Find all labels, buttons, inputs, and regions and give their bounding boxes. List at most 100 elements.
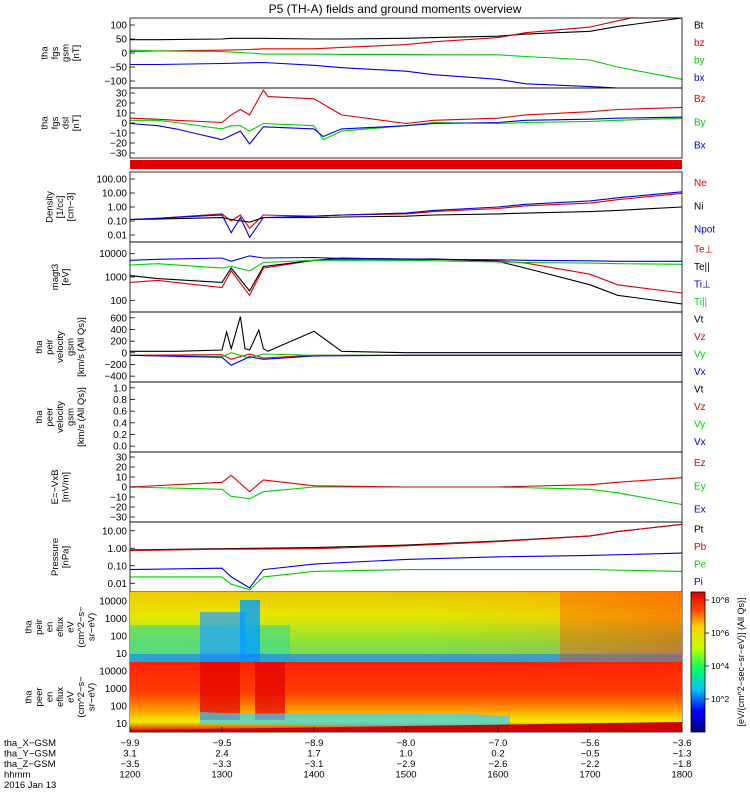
- y-axis-label: magt3[eV]: [50, 264, 72, 290]
- electron-spectrogram-image: [130, 662, 682, 732]
- colorbar-tick-label: 10^4: [711, 661, 729, 671]
- panel-3: 100.00 10.00 1.00 0.10 0.01 Density[1/cc][cm−…: [45, 171, 715, 243]
- series-line-By: [130, 117, 683, 141]
- ephemeris-value: −3.5: [121, 759, 140, 770]
- series-line-Ey: [129, 486, 683, 506]
- panel-frame: [129, 17, 683, 89]
- y-axis-label-line: tha: [34, 410, 45, 424]
- y-tick-label: −20: [110, 139, 127, 150]
- y-axis-label-line: en: [45, 622, 56, 633]
- y-axis-label-line: velocity: [55, 401, 66, 433]
- ephemeris-value: −8.0: [397, 738, 416, 749]
- y-tick-label: 10000: [99, 596, 127, 607]
- panel-4: 10000 1000 100 magt3[eV] Te⊥ Te|| Ti⊥ Ti||: [50, 241, 713, 313]
- panel-8: 10.00 1.00 0.10 0.01 Pressure[nPa] Pt Pb Pe Pi: [50, 521, 707, 593]
- legend-entry-Ey: Ey: [694, 481, 706, 492]
- series-line-Vx: [129, 354, 682, 366]
- ephemeris-value: 1.0: [399, 749, 412, 760]
- ephemeris-value: 1700: [579, 770, 600, 781]
- y-axis-label-line: [km/s (All Qs)]: [76, 317, 87, 377]
- y-tick-label: 10: [116, 109, 128, 120]
- y-axis-label-line: Density: [45, 191, 56, 223]
- mode-bar: [130, 160, 682, 169]
- legend-entry-Ti||: Ti||: [694, 297, 707, 308]
- x-axis-ephemeris: tha_X−GSM −9.9 −9.5 −8.9 −8.0 −7.0 −5.6 −3.6 tha…: [4, 727, 693, 791]
- y-tick-label: 0: [121, 119, 127, 130]
- ephemeris-value: −2.6: [489, 759, 508, 770]
- y-axis-label-line: Pressure: [50, 538, 61, 576]
- y-axis-label: thapeervelocitygsm[km/s (All Qs)]: [34, 387, 87, 447]
- ephemeris-label: tha_Y−GSM: [4, 749, 56, 760]
- legend-entry-Vx: Vx: [694, 367, 706, 378]
- y-tick-label: 1000: [105, 684, 128, 695]
- y-tick-label: 400: [110, 325, 127, 336]
- y-axis-label-line: [nT]: [71, 115, 82, 131]
- y-axis-label-line: tha: [34, 340, 45, 354]
- y-axis-label-line: [km/s (All Qs)]: [76, 387, 87, 447]
- y-tick-label: 10000: [99, 666, 127, 677]
- colorbar-tick-label: 10^8: [711, 595, 729, 605]
- y-axis-label-line: gsm: [66, 338, 77, 356]
- legend-entry-Bt: Bt: [694, 21, 704, 32]
- legend-entry-Npot: Npot: [694, 225, 715, 236]
- y-axis-label-line: [cm−3]: [66, 193, 77, 222]
- ephemeris-value: 1400: [303, 770, 324, 781]
- series-line-Te||: [129, 257, 683, 305]
- y-tick-label: −200: [104, 360, 127, 371]
- y-tick-label: 1.0: [113, 383, 127, 394]
- y-axis-label-line: sr−eV): [87, 683, 98, 711]
- y-axis-label: thapeirvelocitygsm[km/s (All Qs)]: [34, 317, 87, 377]
- y-axis-label-line: E=−VxB: [50, 470, 61, 505]
- colorbar: 10^8 10^6 10^4 10^2 [eV/(cm^2−sec−sr−eV)] (A…: [690, 591, 746, 733]
- y-axis-label-line: dsl: [60, 117, 71, 129]
- y-axis-label: thafgsdsl[nT]: [39, 115, 82, 131]
- y-tick-label: 100: [110, 296, 127, 307]
- legend-entry-Vz: Vz: [694, 332, 706, 343]
- ephemeris-value: 0.2: [491, 749, 504, 760]
- y-axis-label-line: peir: [34, 619, 45, 635]
- panel-frame: [129, 241, 683, 313]
- y-axis-label-line: [nT]: [71, 45, 82, 61]
- y-tick-label: 0.01: [108, 231, 128, 242]
- legend-entry-by: by: [694, 56, 705, 67]
- ephemeris-label: tha_Z−GSM: [4, 759, 56, 770]
- ephemeris-value: 2.4: [215, 749, 228, 760]
- y-tick-label: 0: [121, 483, 127, 494]
- series-line-Pi: [129, 552, 683, 589]
- y-tick-label: 10: [116, 473, 128, 484]
- panel-frame: [129, 381, 683, 453]
- y-axis-label-line: gsm: [60, 44, 71, 62]
- panel-1: 100 50 0 −50 −100 thafgsgsm[nT] Bt bz by bx: [39, 17, 705, 89]
- legend-entry-Bx: Bx: [694, 141, 706, 152]
- y-axis-label-line: en: [45, 692, 56, 703]
- y-tick-label: 20: [116, 463, 128, 474]
- date-label: 2016 Jan 13: [4, 780, 56, 791]
- y-tick-label: 100: [110, 631, 127, 642]
- ephemeris-value: −7.0: [489, 738, 508, 749]
- series-line-bz: [129, 17, 682, 52]
- y-axis-label-line: [nPa]: [60, 546, 71, 568]
- y-tick-label: −30: [110, 149, 127, 160]
- y-axis-label-line: [1/cc]: [55, 196, 66, 219]
- y-tick-label: 30: [116, 89, 128, 100]
- y-axis-label-line: (cm^2−s−: [76, 606, 87, 648]
- y-axis-label-line: peer: [34, 687, 45, 706]
- ephemeris-value: 1500: [395, 770, 416, 781]
- y-tick-label: −10: [110, 493, 127, 504]
- legend-entry-Ez: Ez: [694, 458, 706, 469]
- series-line-Ti||: [129, 259, 683, 272]
- ephemeris-value: −2.2: [581, 759, 600, 770]
- ephemeris-value: −1.8: [673, 759, 692, 770]
- series-line-Bz: [129, 89, 683, 125]
- legend-entry-bz: bz: [694, 38, 705, 49]
- y-tick-label: 200: [110, 337, 127, 348]
- ephemeris-value: −3.3: [213, 759, 232, 770]
- ephemeris-value: −0.5: [581, 749, 600, 760]
- y-axis-label: Pressure[nPa]: [50, 538, 72, 576]
- ephemeris-value: −3.1: [305, 759, 324, 770]
- y-tick-label: 10: [116, 649, 128, 660]
- series-line-Bx: [129, 116, 683, 145]
